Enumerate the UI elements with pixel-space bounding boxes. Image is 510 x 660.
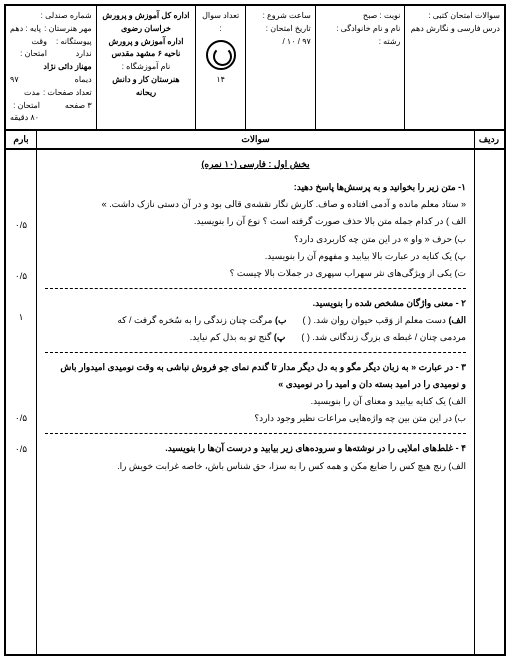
pages: تعداد صفحات : ۳ صفحه bbox=[40, 87, 92, 113]
section-title: بخش اول : فارسی (۱۰ نمره) bbox=[45, 156, 466, 173]
questions-body: بخش اول : فارسی (۱۰ نمره) ۱- متن زیر را … bbox=[36, 150, 474, 654]
label-questions: سوالات bbox=[36, 131, 474, 148]
q1-b: ب) حرف « واو » در این متن چه کاربردی دار… bbox=[45, 231, 466, 248]
duration-label: مدت امتحان : bbox=[10, 87, 40, 113]
q1-t: ت) یکی از ویژگی‌های نثر سهراب سپهری در ج… bbox=[45, 265, 466, 282]
school-name1: هنرستان کار و دانش bbox=[101, 74, 192, 87]
q2-opt-p: پ) گنج تو به بذل کم نیاید. bbox=[190, 329, 286, 346]
divider-3 bbox=[45, 433, 466, 434]
q1-head: ۱- متن زیر را بخوانید و به پرسش‌ها پاسخ … bbox=[45, 179, 466, 196]
school-label: نام آموزشگاه : bbox=[101, 61, 192, 74]
q3-b: ب) در این متن بین چه واژه‌هایی مراعات نظ… bbox=[45, 410, 466, 427]
qcount-label: تعداد سوال : bbox=[200, 10, 241, 36]
q1-p: پ) یک کنایه در عبارت بالا بیابید و مفهوم… bbox=[45, 248, 466, 265]
q2-opt-a: الف) دست معلم از وَقب حیوان روان شد. ( ) bbox=[302, 312, 466, 329]
stamp-label: مهر هنرستان : bbox=[44, 23, 92, 36]
exam-time-label: وقت امتحان : bbox=[10, 36, 47, 62]
q2-options: الف) دست معلم از وَقب حیوان روان شد. ( )… bbox=[45, 312, 466, 329]
grade: پایه : دهم bbox=[10, 23, 41, 36]
q3-a: الف) یک کنایه بیابید و معنای آن را بنویس… bbox=[45, 393, 466, 410]
content: بخش اول : فارسی (۱۰ نمره) ۱- متن زیر را … bbox=[6, 150, 504, 654]
ministry-logo-icon bbox=[206, 40, 236, 70]
q2-b-label: ب) bbox=[275, 315, 286, 325]
school-name2: ریحانه bbox=[101, 87, 192, 100]
q2-p-text: گنج تو به بذل کم نیاید. bbox=[190, 332, 272, 342]
exam-date-label: تاریخ امتحان : bbox=[250, 23, 311, 36]
q3-head2: و نومیدی را در امید بسته دان و امید را د… bbox=[45, 376, 466, 393]
question-1: ۱- متن زیر را بخوانید و به پرسش‌ها پاسخ … bbox=[45, 179, 466, 282]
question-3: ۳ - در عبارت « به زبان دیگر مگو و به دل … bbox=[45, 359, 466, 427]
header-subject: سوالات امتحان کتبی : درس فارسی و نگارش د… bbox=[404, 6, 504, 129]
divider-1 bbox=[45, 288, 466, 289]
major-label: رشته : bbox=[320, 36, 401, 49]
q2-opt-b: ب) مرگت چنان زندگی را به سُخره گرفت / که bbox=[117, 312, 286, 329]
score-col: ۰/۵ ۰/۵ ۱ ۰/۵ ۰/۵ bbox=[6, 150, 36, 654]
subject-line1: سوالات امتحان کتبی : bbox=[409, 10, 500, 23]
year: ۹۷ bbox=[10, 74, 19, 87]
row-numbers-col bbox=[474, 150, 504, 654]
header-meta: شماره صندلی : مهر هنرستان : پایه : دهم پ… bbox=[6, 6, 96, 129]
seat-label: شماره صندلی : bbox=[41, 10, 92, 23]
start-time: ساعت شروع : bbox=[250, 10, 311, 23]
question-2: ۲ - معنی واژگان مشخص شده را بنویسید. الف… bbox=[45, 295, 466, 346]
q2-p-label: پ) bbox=[274, 332, 285, 342]
label-score: بارم bbox=[6, 131, 36, 148]
q2-options-2: مردمی چنان / غبطه ی بزرگ زندگانی شد. ( )… bbox=[45, 329, 466, 346]
divider-2 bbox=[45, 352, 466, 353]
score-3b: ۰/۵ bbox=[6, 323, 36, 424]
teacher-name: مهناز دائی نژاد bbox=[10, 61, 92, 74]
exam-page: سوالات امتحان کتبی : درس فارسی و نگارش د… bbox=[4, 4, 506, 656]
q2-a-label: الف) bbox=[448, 315, 466, 325]
q4-a: الف) رنج هیچ کس را ضایع مکن و همه کس را … bbox=[45, 458, 466, 475]
subject-line2: درس فارسی و نگارش دهم bbox=[409, 23, 500, 36]
header-student: نوبت : صبح نام و نام خانوادگی : رشته : bbox=[315, 6, 405, 129]
score-4: ۰/۵ bbox=[6, 424, 36, 455]
score-1b: ۰/۵ bbox=[6, 231, 36, 282]
label-row: ردیف bbox=[474, 131, 504, 148]
student-name-label: نام و نام خانوادگی : bbox=[320, 23, 401, 36]
header-org: اداره کل آموزش و پرورش خراسان رضوی اداره… bbox=[96, 6, 196, 129]
score-1a: ۰/۵ bbox=[6, 150, 36, 231]
score-2: ۱ bbox=[6, 282, 36, 323]
duration: ۸۰ دقیقه bbox=[10, 112, 92, 125]
q2-a-text: دست معلم از وَقب حیوان روان شد. ( ) bbox=[302, 315, 445, 325]
q2-head: ۲ - معنی واژگان مشخص شده را بنویسید. bbox=[45, 295, 466, 312]
q2-c-text: مردمی چنان / غبطه ی بزرگ زندگانی شد. ( ) bbox=[301, 329, 466, 346]
column-labels: ردیف سوالات بارم bbox=[6, 131, 504, 150]
qcount-value: ۱۴ bbox=[200, 74, 241, 87]
exam-date: ۹۷ / ۱۰ / bbox=[250, 36, 311, 49]
org-top: اداره کل آموزش و پرورش خراسان رضوی bbox=[101, 10, 192, 36]
q2-b-text: مرگت چنان زندگی را به سُخره گرفت / که bbox=[117, 315, 272, 325]
q4-head: ۴ - غلط‌های املایی را در نوشته‌ها و سرود… bbox=[45, 440, 466, 457]
q1-text: « ستاد معلم مانده و آدمی افتاده و صاف. ک… bbox=[45, 196, 466, 213]
attach-label: پیوستگانه : ندارد bbox=[47, 36, 92, 62]
header-qcount: تعداد سوال : ۱۴ bbox=[195, 6, 245, 129]
q3-head: ۳ - در عبارت « به زبان دیگر مگو و به دل … bbox=[45, 359, 466, 376]
header: سوالات امتحان کتبی : درس فارسی و نگارش د… bbox=[6, 6, 504, 131]
q1-a: الف ) در کدام جمله متن بالا حذف صورت گرف… bbox=[45, 213, 466, 230]
org-mid: اداره آموزش و پرورش ناحیه ۶ مشهد مقدس bbox=[101, 36, 192, 62]
question-4: ۴ - غلط‌های املایی را در نوشته‌ها و سرود… bbox=[45, 440, 466, 474]
month: دیماه bbox=[75, 74, 92, 87]
shift: نوبت : صبح bbox=[320, 10, 401, 23]
header-time: ساعت شروع : تاریخ امتحان : ۹۷ / ۱۰ / bbox=[245, 6, 315, 129]
